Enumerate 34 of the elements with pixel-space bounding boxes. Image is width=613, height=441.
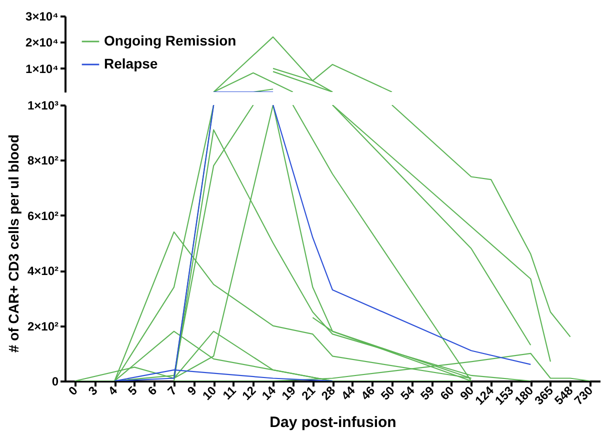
y-tick-label: 0	[52, 374, 59, 388]
x-tick-label: 59	[418, 383, 438, 403]
x-tick-label: 4	[105, 383, 120, 398]
y-tick-label: 3×10⁴	[26, 10, 59, 24]
x-tick-label: 50	[378, 383, 398, 403]
x-tick-label: 54	[398, 383, 418, 403]
x-tick-label: 12	[239, 383, 259, 403]
x-tick-label: 9	[184, 383, 200, 398]
x-tick-label: 28	[318, 383, 338, 403]
x-tick-label: 11	[220, 383, 240, 402]
x-tick-label: 19	[278, 383, 299, 403]
x-axis-title: Day post-infusion	[270, 414, 396, 431]
x-tick-label: 21	[298, 383, 318, 403]
x-tick-label: 10	[200, 383, 220, 403]
y-axis-title: # of CAR+ CD3 cells per ul blood	[5, 134, 22, 353]
y-tick-label: 8×10²	[27, 154, 58, 168]
y-tick-label: 6×10²	[27, 208, 58, 223]
y-tick-label: 1×10⁴	[26, 62, 59, 76]
x-tick-label: 0	[66, 383, 81, 398]
x-tick-label: 730	[571, 383, 596, 408]
x-tick-label: 7	[164, 383, 180, 398]
x-tick-label: 5	[125, 383, 140, 398]
x-tick-label: 6	[144, 383, 160, 398]
x-tick-label: 60	[437, 383, 458, 403]
x-tick-label: 3	[86, 383, 100, 398]
x-tick-label: 46	[358, 383, 378, 403]
legend-label: Ongoing Remission	[104, 32, 236, 48]
x-tick-label: 14	[259, 383, 279, 403]
y-tick-label: 4×10²	[27, 264, 58, 278]
y-tick-label: 2×10²	[27, 319, 58, 334]
y-tick-label: 2×10⁴	[26, 36, 59, 50]
y-tick-label: 1×10³	[27, 98, 58, 112]
legend-label: Relapse	[104, 56, 158, 72]
x-tick-label: 44	[338, 383, 358, 403]
